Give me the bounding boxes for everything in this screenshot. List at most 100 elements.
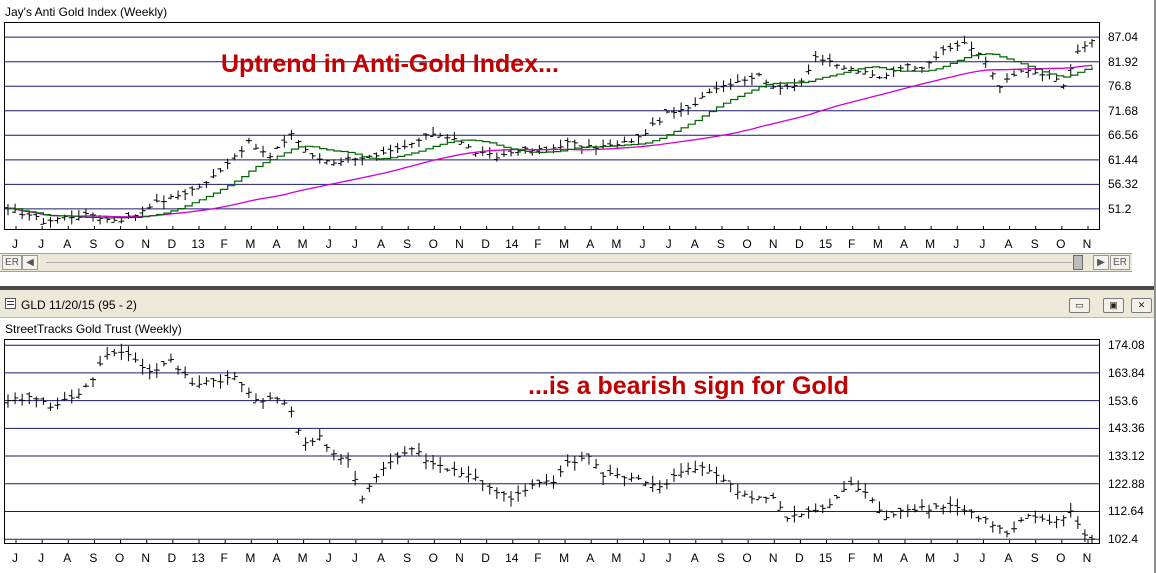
price-bar <box>245 137 252 144</box>
price-bar <box>47 217 54 228</box>
horizontal-scrollbar[interactable]: ER ◀ ▶ ER <box>0 253 1132 272</box>
x-tick-label: M <box>611 551 622 565</box>
price-bar <box>692 460 699 474</box>
x-tick-label: J <box>639 551 646 565</box>
price-bar <box>996 85 1003 94</box>
price-bar <box>529 479 536 489</box>
price-bar <box>224 370 231 385</box>
price-bar <box>408 446 415 456</box>
price-bar <box>748 490 755 504</box>
price-bar <box>274 396 281 404</box>
scroll-right-arrow-icon[interactable]: ▶ <box>1093 255 1109 270</box>
price-bar <box>316 428 323 441</box>
bottom-window-titlebar[interactable]: GLD 11/20/15 (95 - 2) ▭ ▣ ✕ <box>0 290 1156 318</box>
price-bar <box>82 383 89 388</box>
price-bar <box>1053 516 1060 529</box>
price-bar <box>833 495 840 500</box>
x-tick-label: S <box>89 237 98 251</box>
y-tick-label: 81.92 <box>1108 54 1139 69</box>
price-bar <box>628 138 635 144</box>
price-bar <box>578 451 585 462</box>
scroll-right-er-button[interactable]: ER <box>1110 255 1130 270</box>
restore-button[interactable]: ▣ <box>1103 298 1124 313</box>
price-bar <box>1060 515 1067 527</box>
price-bar <box>869 69 876 79</box>
close-button[interactable]: ✕ <box>1131 298 1152 313</box>
x-tick-label: A <box>272 237 281 251</box>
price-bar <box>1025 513 1032 519</box>
price-bar <box>720 80 727 93</box>
price-bar <box>12 392 19 405</box>
scroll-thumb[interactable] <box>1073 255 1083 270</box>
price-bar <box>748 72 755 86</box>
price-bar <box>1053 76 1060 82</box>
price-bar <box>947 496 954 513</box>
price-bar <box>309 152 316 159</box>
price-bar <box>479 480 486 492</box>
chart-window-icon <box>5 298 16 309</box>
price-bar <box>876 501 883 514</box>
price-bar <box>855 480 862 492</box>
price-bar <box>649 475 656 493</box>
price-bar <box>670 107 677 119</box>
price-bar <box>19 393 26 406</box>
price-bar <box>663 479 670 490</box>
price-bar <box>933 503 940 510</box>
price-bar <box>918 499 925 511</box>
price-bar <box>784 516 791 522</box>
price-bar <box>1003 530 1010 538</box>
scroll-left-arrow-icon[interactable]: ◀ <box>22 255 38 270</box>
price-bar <box>281 135 288 148</box>
price-bar <box>352 470 359 486</box>
x-tick-label: J <box>351 551 358 565</box>
price-bar <box>281 399 288 406</box>
x-tick-label: D <box>481 237 490 251</box>
x-tick-label: 14 <box>505 551 519 565</box>
price-bar <box>437 456 444 474</box>
price-bar <box>819 504 826 514</box>
price-bar <box>401 139 408 150</box>
price-bar <box>5 204 11 216</box>
price-bar <box>1081 529 1088 542</box>
price-bar <box>968 41 975 56</box>
price-bar <box>224 158 231 170</box>
price-bar <box>713 466 720 484</box>
price-bar <box>430 126 437 137</box>
x-tick-label: J <box>953 237 960 251</box>
price-bar <box>699 461 706 476</box>
x-tick-label: N <box>768 237 778 251</box>
price-bar <box>408 142 415 149</box>
price-bar <box>97 355 104 367</box>
price-bar <box>841 64 848 70</box>
price-bar <box>288 406 295 418</box>
x-tick-label: J <box>38 551 45 565</box>
price-bar <box>678 463 685 478</box>
price-bar <box>1039 514 1046 522</box>
price-bar <box>203 376 210 386</box>
price-bar <box>763 496 770 504</box>
x-tick-label: S <box>1030 237 1039 251</box>
price-bar <box>267 392 274 401</box>
price-bar <box>508 149 515 157</box>
price-bar <box>260 145 267 158</box>
y-tick-label: 163.84 <box>1108 365 1145 380</box>
price-bar <box>940 504 947 515</box>
minimize-button[interactable]: ▭ <box>1069 298 1090 313</box>
price-bar <box>33 396 40 408</box>
price-bar <box>1067 64 1074 76</box>
price-bar <box>515 150 522 156</box>
x-tick-label: J <box>325 551 332 565</box>
scroll-left-er-button[interactable]: ER <box>2 255 22 270</box>
y-tick-label: 71.68 <box>1108 103 1139 118</box>
y-tick-label: 174.08 <box>1108 338 1145 353</box>
price-bar <box>975 515 982 522</box>
price-bar <box>394 143 401 153</box>
price-bar <box>1046 514 1053 525</box>
price-bar <box>911 504 918 513</box>
price-bar <box>1067 502 1074 518</box>
price-bar <box>819 54 826 66</box>
price-bar <box>848 476 855 486</box>
price-bar <box>869 497 876 504</box>
price-bar <box>926 504 933 519</box>
x-tick-label: O <box>1056 551 1066 565</box>
